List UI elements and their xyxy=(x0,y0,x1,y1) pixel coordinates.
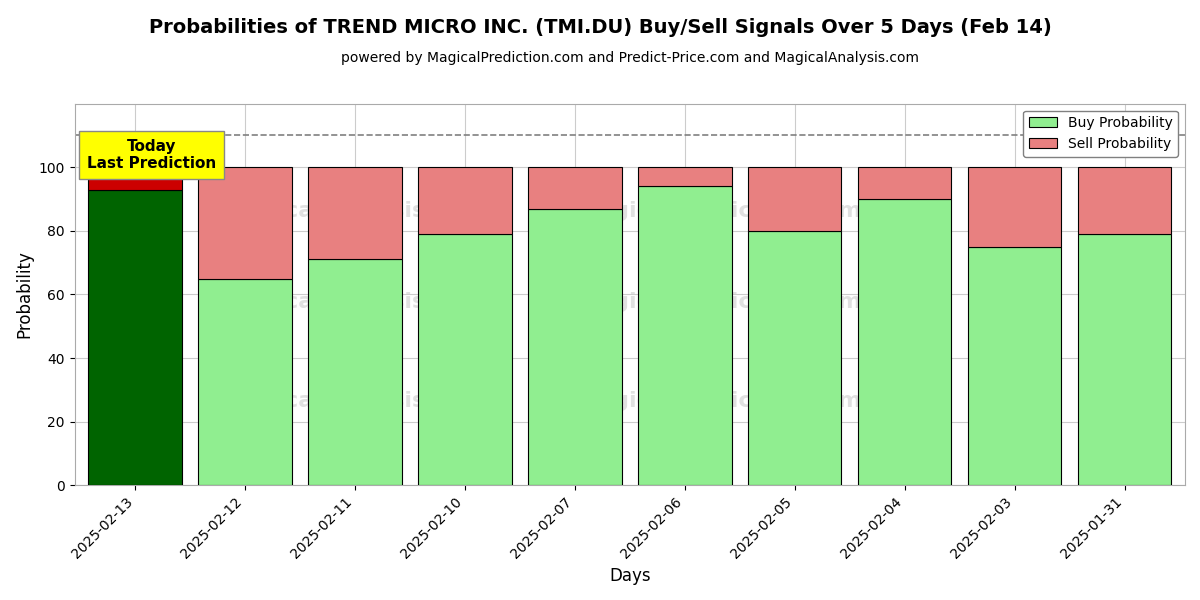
Bar xyxy=(638,187,732,485)
Bar xyxy=(308,167,402,259)
Legend: Buy Probability, Sell Probability: Buy Probability, Sell Probability xyxy=(1024,110,1178,157)
Text: MagicalPrediction.com: MagicalPrediction.com xyxy=(576,391,862,412)
Bar xyxy=(308,259,402,485)
X-axis label: Days: Days xyxy=(610,567,650,585)
Text: calAnalysis.com: calAnalysis.com xyxy=(286,292,486,312)
Bar xyxy=(968,167,1061,247)
Bar xyxy=(89,190,182,485)
Bar xyxy=(748,167,841,231)
Text: calAnalysis.com: calAnalysis.com xyxy=(286,391,486,412)
Bar xyxy=(858,167,952,199)
Bar xyxy=(968,247,1061,485)
Text: Probabilities of TREND MICRO INC. (TMI.DU) Buy/Sell Signals Over 5 Days (Feb 14): Probabilities of TREND MICRO INC. (TMI.D… xyxy=(149,18,1051,37)
Bar xyxy=(419,234,511,485)
Bar xyxy=(89,167,182,190)
Bar xyxy=(528,167,622,209)
Bar xyxy=(638,167,732,187)
Title: powered by MagicalPrediction.com and Predict-Price.com and MagicalAnalysis.com: powered by MagicalPrediction.com and Pre… xyxy=(341,51,919,65)
Text: MagicalPrediction.com: MagicalPrediction.com xyxy=(576,200,862,221)
Bar xyxy=(858,199,952,485)
Bar xyxy=(198,167,292,278)
Bar xyxy=(1078,234,1171,485)
Y-axis label: Probability: Probability xyxy=(16,251,34,338)
Text: MagicalPrediction.com: MagicalPrediction.com xyxy=(576,292,862,312)
Bar xyxy=(528,209,622,485)
Bar xyxy=(198,278,292,485)
Bar xyxy=(748,231,841,485)
Text: Today
Last Prediction: Today Last Prediction xyxy=(86,139,216,171)
Bar xyxy=(1078,167,1171,234)
Text: calAnalysis.com: calAnalysis.com xyxy=(286,200,486,221)
Bar xyxy=(419,167,511,234)
